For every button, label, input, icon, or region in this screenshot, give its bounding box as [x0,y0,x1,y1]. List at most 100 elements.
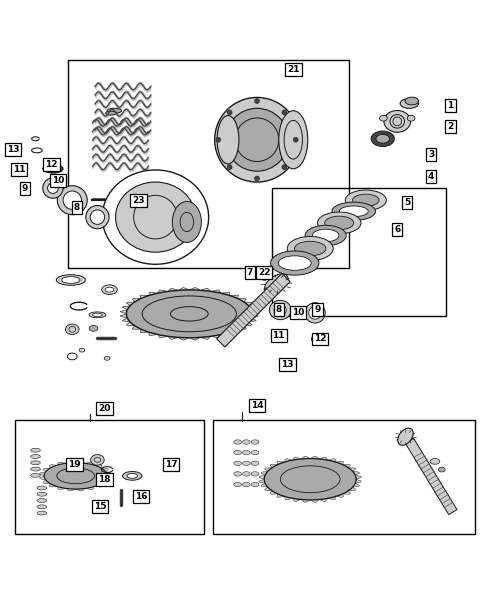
Ellipse shape [304,303,325,323]
Polygon shape [251,310,257,314]
Ellipse shape [214,97,299,182]
Ellipse shape [37,511,46,515]
Ellipse shape [30,461,40,465]
Ellipse shape [399,98,418,108]
Polygon shape [106,476,111,480]
Text: 21: 21 [287,65,299,74]
Polygon shape [301,499,310,502]
Ellipse shape [251,440,258,444]
Polygon shape [335,494,343,497]
Ellipse shape [273,305,286,315]
Polygon shape [355,475,361,479]
Ellipse shape [331,202,375,220]
Polygon shape [243,322,252,326]
Text: 23: 23 [132,196,145,205]
Polygon shape [122,318,130,322]
Ellipse shape [92,313,102,316]
Ellipse shape [43,178,63,198]
Ellipse shape [102,285,117,294]
Ellipse shape [429,458,439,464]
Ellipse shape [30,448,40,452]
Polygon shape [237,326,246,329]
Polygon shape [216,273,289,347]
Polygon shape [149,292,158,296]
Polygon shape [66,488,76,491]
Ellipse shape [47,183,58,193]
Ellipse shape [383,111,410,133]
Polygon shape [49,465,57,468]
Ellipse shape [270,251,318,275]
Polygon shape [94,484,102,487]
Ellipse shape [281,110,286,115]
Polygon shape [200,336,211,339]
Ellipse shape [324,216,353,230]
Ellipse shape [115,182,195,252]
Polygon shape [40,476,45,480]
Ellipse shape [242,440,250,444]
Ellipse shape [91,455,104,465]
Ellipse shape [30,474,40,477]
Ellipse shape [56,274,85,285]
Text: 12: 12 [313,335,325,343]
Ellipse shape [126,290,252,337]
Text: 3: 3 [427,150,433,159]
Ellipse shape [312,229,338,242]
Ellipse shape [370,131,393,147]
Ellipse shape [264,459,355,500]
Ellipse shape [227,165,231,170]
Ellipse shape [233,440,241,444]
Ellipse shape [242,451,250,455]
Ellipse shape [345,190,386,210]
Polygon shape [264,468,272,471]
Ellipse shape [338,206,367,217]
Ellipse shape [293,137,298,142]
Polygon shape [260,483,267,487]
Polygon shape [57,487,66,489]
Ellipse shape [291,308,304,320]
Ellipse shape [278,256,311,270]
Ellipse shape [37,486,46,490]
Polygon shape [310,456,318,459]
Text: 13: 13 [6,145,19,154]
Polygon shape [158,335,167,337]
Ellipse shape [30,467,40,471]
Polygon shape [200,289,211,292]
Polygon shape [318,498,327,501]
Polygon shape [276,494,284,497]
Ellipse shape [37,505,46,509]
Text: 15: 15 [93,502,106,511]
Polygon shape [126,322,135,326]
Ellipse shape [127,474,137,478]
Polygon shape [132,326,141,329]
Polygon shape [284,497,292,500]
Polygon shape [85,487,94,489]
Ellipse shape [254,98,259,104]
Polygon shape [220,292,229,296]
Ellipse shape [61,277,80,283]
Text: 22: 22 [257,268,270,277]
Polygon shape [348,468,355,471]
Polygon shape [251,314,257,318]
Polygon shape [258,475,265,479]
Ellipse shape [254,176,259,181]
Polygon shape [76,461,85,464]
Polygon shape [85,462,94,465]
Ellipse shape [44,462,107,489]
Text: 5: 5 [403,198,409,207]
Polygon shape [243,302,252,306]
Polygon shape [140,329,149,333]
Ellipse shape [317,212,360,234]
Polygon shape [248,306,256,310]
Ellipse shape [352,194,378,206]
Polygon shape [211,335,220,337]
Ellipse shape [233,461,241,465]
Ellipse shape [90,210,105,224]
Ellipse shape [30,455,40,458]
Polygon shape [120,310,127,314]
Polygon shape [342,491,350,494]
Polygon shape [284,459,292,462]
Ellipse shape [407,115,414,121]
Text: 6: 6 [393,225,400,234]
Text: 16: 16 [135,492,147,501]
Ellipse shape [269,300,290,320]
